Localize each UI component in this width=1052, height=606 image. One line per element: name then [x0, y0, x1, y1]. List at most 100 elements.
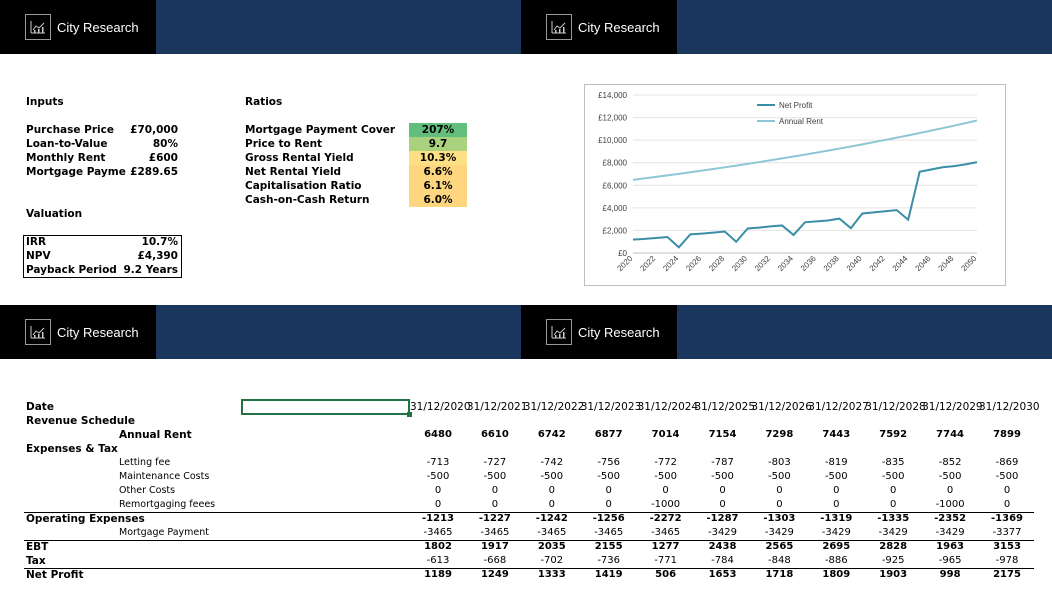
- other-cell[interactable]: 0: [1003, 485, 1011, 496]
- mortgage-cell[interactable]: -3429: [821, 527, 851, 538]
- other-cell[interactable]: 0: [776, 485, 783, 496]
- maintenance-cell[interactable]: -500: [426, 471, 450, 482]
- other-cell[interactable]: 0: [946, 485, 954, 496]
- tax-cell[interactable]: -613: [426, 555, 450, 566]
- letting-cell[interactable]: -787: [711, 457, 734, 468]
- maintenance-cell[interactable]: -500: [824, 471, 848, 482]
- valuation-value[interactable]: 9.2 Years: [123, 264, 178, 276]
- ebt-cell[interactable]: 1917: [480, 541, 509, 552]
- net-cell[interactable]: 2175: [993, 569, 1021, 580]
- letting-cell[interactable]: -756: [597, 457, 621, 468]
- ratio-value[interactable]: 6.6%: [409, 165, 467, 179]
- remortgage-cell[interactable]: 0: [890, 499, 897, 510]
- maintenance-cell[interactable]: -500: [483, 471, 507, 482]
- tax-cell[interactable]: -848: [768, 555, 791, 566]
- tax-cell[interactable]: -668: [483, 555, 507, 566]
- net-cell[interactable]: 1333: [537, 569, 566, 580]
- maintenance-cell[interactable]: -500: [597, 471, 621, 482]
- other-cell[interactable]: 0: [662, 485, 669, 496]
- valuation-value[interactable]: £4,390: [137, 250, 178, 262]
- annual-rent-cell[interactable]: 6742: [537, 429, 566, 440]
- dates-cell[interactable]: 31/12/2021: [466, 401, 528, 413]
- maintenance-cell[interactable]: -500: [995, 471, 1019, 482]
- mortgage-cell[interactable]: -3465: [480, 527, 510, 538]
- ebt-cell[interactable]: 1963: [936, 541, 965, 552]
- letting-cell[interactable]: -835: [881, 457, 905, 468]
- other-cell[interactable]: 0: [491, 485, 499, 496]
- mortgage-cell[interactable]: -3465: [423, 527, 453, 538]
- tax-cell[interactable]: -784: [711, 555, 734, 566]
- dates-cell[interactable]: 31/12/2029: [922, 401, 983, 413]
- ratio-value[interactable]: 10.3%: [409, 151, 467, 165]
- annual-rent-cell[interactable]: 6480: [424, 429, 452, 440]
- input-value[interactable]: £70,000: [130, 124, 178, 136]
- letting-cell[interactable]: -727: [483, 457, 507, 468]
- maintenance-cell[interactable]: -500: [540, 471, 564, 482]
- dates-cell[interactable]: 31/12/2030: [979, 401, 1040, 413]
- mortgage-cell[interactable]: -3429: [935, 527, 965, 538]
- letting-cell[interactable]: -803: [768, 457, 791, 468]
- tax-cell[interactable]: -978: [995, 555, 1019, 566]
- ebt-cell[interactable]: 2155: [594, 541, 623, 552]
- dates-cell[interactable]: 31/12/2028: [865, 401, 926, 413]
- net-cell[interactable]: 506: [655, 569, 677, 580]
- input-value[interactable]: 80%: [152, 138, 178, 150]
- input-value[interactable]: £289.65: [130, 166, 178, 178]
- letting-cell[interactable]: -852: [938, 457, 962, 468]
- net-cell[interactable]: 1718: [765, 569, 794, 580]
- other-cell[interactable]: 0: [719, 485, 726, 496]
- other-cell[interactable]: 0: [890, 485, 897, 496]
- opex-cell[interactable]: -1256: [592, 513, 625, 524]
- ratio-value[interactable]: 6.0%: [409, 193, 467, 207]
- tax-cell[interactable]: -702: [540, 555, 564, 566]
- opex-cell[interactable]: -1227: [478, 513, 511, 524]
- selected-cell[interactable]: [241, 399, 410, 415]
- ebt-cell[interactable]: 2565: [765, 541, 794, 552]
- remortgage-cell[interactable]: 0: [776, 499, 783, 510]
- annual-rent-cell[interactable]: 7014: [651, 429, 680, 440]
- annual-rent-cell[interactable]: 6610: [480, 429, 509, 440]
- opex-cell[interactable]: -2272: [649, 513, 682, 524]
- net-cell[interactable]: 1419: [594, 569, 623, 580]
- tax-cell[interactable]: -771: [654, 555, 677, 566]
- ebt-cell[interactable]: 1277: [651, 541, 680, 552]
- maintenance-cell[interactable]: -500: [881, 471, 905, 482]
- mortgage-cell[interactable]: -3377: [992, 527, 1022, 538]
- opex-cell[interactable]: -1242: [535, 513, 568, 524]
- remortgage-cell[interactable]: -1000: [935, 499, 965, 510]
- annual-rent-cell[interactable]: 7592: [879, 429, 908, 440]
- chart-container[interactable]: £0 £2,000 £4,000 £6,000 £8,000 £10,000 £12,000…: [584, 84, 1006, 286]
- dates-cell[interactable]: 31/12/2020: [410, 401, 471, 413]
- letting-cell[interactable]: -772: [654, 457, 677, 468]
- remortgage-cell[interactable]: -1000: [651, 499, 681, 510]
- letting-cell[interactable]: -819: [824, 457, 848, 468]
- letting-cell[interactable]: -713: [426, 457, 450, 468]
- input-value[interactable]: £600: [148, 152, 178, 164]
- tax-cell[interactable]: -965: [938, 555, 962, 566]
- remortgage-cell[interactable]: 0: [1003, 499, 1011, 510]
- remortgage-cell[interactable]: 0: [833, 499, 840, 510]
- dates-cell[interactable]: 31/12/2026: [751, 401, 812, 413]
- opex-cell[interactable]: -2352: [934, 513, 967, 524]
- opex-cell[interactable]: -1303: [763, 513, 796, 524]
- remortgage-cell[interactable]: 0: [605, 499, 612, 510]
- net-cell[interactable]: 1653: [708, 569, 737, 580]
- dates-cell[interactable]: 31/12/2023: [580, 401, 642, 413]
- ratio-value[interactable]: 6.1%: [409, 179, 467, 193]
- letting-cell[interactable]: -742: [540, 457, 564, 468]
- mortgage-cell[interactable]: -3429: [764, 527, 794, 538]
- ratio-value[interactable]: 9.7: [409, 137, 467, 151]
- ratio-value[interactable]: 207%: [409, 123, 467, 137]
- annual-rent-cell[interactable]: 7443: [822, 429, 851, 440]
- mortgage-cell[interactable]: -3465: [537, 527, 567, 538]
- mortgage-cell[interactable]: -3465: [594, 527, 624, 538]
- valuation-value[interactable]: 10.7%: [141, 236, 178, 248]
- net-cell[interactable]: 1809: [822, 569, 851, 580]
- mortgage-cell[interactable]: -3465: [651, 527, 681, 538]
- dates-cell[interactable]: 31/12/2027: [808, 401, 869, 413]
- maintenance-cell[interactable]: -500: [768, 471, 791, 482]
- tax-cell[interactable]: -736: [597, 555, 621, 566]
- letting-cell[interactable]: -869: [995, 457, 1019, 468]
- remortgage-cell[interactable]: 0: [491, 499, 499, 510]
- maintenance-cell[interactable]: -500: [654, 471, 677, 482]
